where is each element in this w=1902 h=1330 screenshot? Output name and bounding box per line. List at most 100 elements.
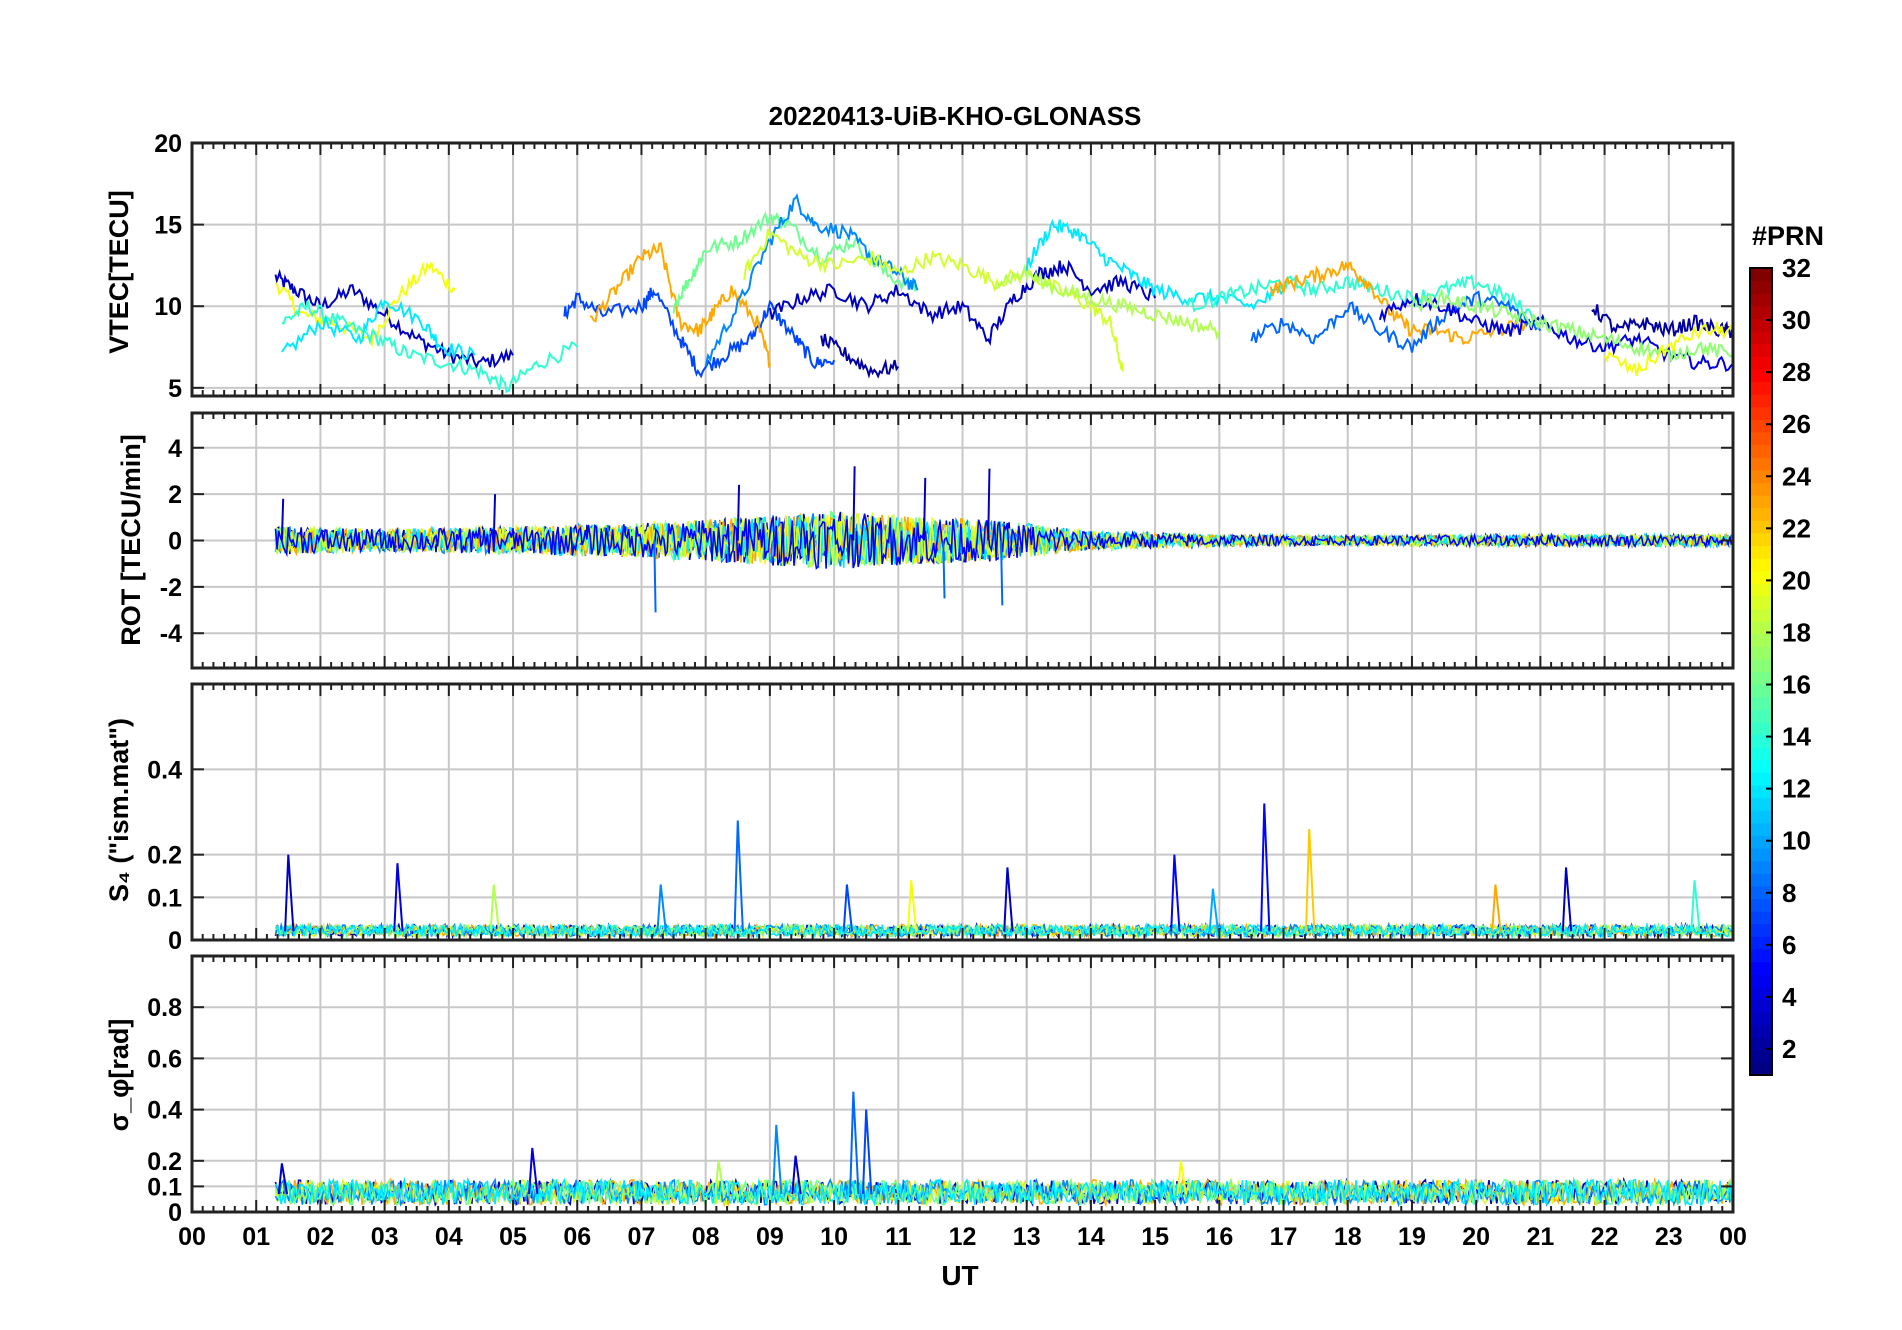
- colorbar-segment: [1750, 621, 1772, 635]
- scint-spike: [489, 884, 500, 932]
- colorbar-segment: [1750, 835, 1772, 849]
- colorbar-segment: [1750, 280, 1772, 294]
- series-line: [1411, 288, 1733, 362]
- colorbar-segment: [1750, 671, 1772, 685]
- colorbar-segment: [1750, 419, 1772, 433]
- colorbar-tick-label: 14: [1782, 722, 1811, 752]
- colorbar-tick-label: 18: [1782, 617, 1811, 647]
- colorbar-segment: [1750, 318, 1772, 332]
- y-tick-label: -4: [160, 620, 182, 648]
- colorbar-segment: [1750, 986, 1772, 1000]
- colorbar-segment: [1750, 368, 1772, 383]
- colorbar-tick-label: 16: [1782, 670, 1811, 700]
- scint-spike: [772, 1124, 783, 1195]
- colorbar-segment: [1750, 469, 1772, 483]
- x-tick-label: 12: [949, 1223, 977, 1251]
- series-line: [589, 241, 771, 368]
- colorbar-segment: [1750, 974, 1772, 988]
- colorbar-frame: [1749, 267, 1773, 1076]
- data-lines: [274, 1091, 1733, 1208]
- y-tick-label: 0.2: [147, 842, 182, 870]
- colorbar-segment: [1750, 394, 1772, 408]
- scint-spike: [861, 1109, 873, 1195]
- colorbar-segment: [1750, 810, 1772, 824]
- series-line: [563, 287, 836, 379]
- colorbar-segment: [1750, 747, 1772, 761]
- colorbar-segment: [1750, 381, 1772, 395]
- scint-spike: [1491, 884, 1502, 932]
- y-tick-label: 0: [168, 1199, 182, 1227]
- colorbar-segment: [1750, 507, 1772, 521]
- colorbar-segment: [1750, 873, 1772, 887]
- figure-title: 20220413-UiB-KHO-GLONASS: [769, 101, 1142, 131]
- y-tick-label: 0.6: [147, 1045, 182, 1073]
- scint-spike: [1208, 888, 1220, 932]
- series-line: [1025, 219, 1285, 311]
- data-lines: [274, 193, 1733, 394]
- y-tick-label: 5: [168, 375, 182, 403]
- series-line: [994, 264, 1221, 341]
- colorbar-segment: [1750, 936, 1772, 950]
- colorbar-segment: [1750, 772, 1772, 786]
- colorbar-segment: [1750, 860, 1772, 874]
- scint-spike: [393, 863, 404, 932]
- colorbar-segment: [1750, 1062, 1772, 1076]
- colorbar-segment: [1750, 999, 1772, 1013]
- scint-spike: [656, 884, 667, 932]
- colorbar-segment: [1750, 885, 1772, 900]
- colorbar-segment: [1750, 721, 1772, 736]
- scint-trace: [274, 1176, 1733, 1208]
- y-tick-label: 0.4: [147, 756, 182, 784]
- x-tick-labels: 00 01 02 03 04 05 06 07 08 09 10 11 12 13 14 15 16 17 18 19…: [178, 1223, 1747, 1251]
- colorbar-tick-label: 8: [1782, 878, 1796, 908]
- scint-spike: [284, 854, 295, 932]
- colorbar-tick-label: 10: [1782, 826, 1811, 856]
- x-tick-label: 19: [1398, 1223, 1426, 1251]
- colorbar-segment: [1750, 570, 1772, 584]
- colorbar-tick-label: 6: [1782, 930, 1796, 960]
- colorbar-segment: [1750, 532, 1772, 547]
- colorbar-segment: [1750, 759, 1772, 773]
- scint-spike: [842, 884, 854, 932]
- x-tick-label: 14: [1077, 1223, 1105, 1251]
- x-tick-label: 04: [435, 1223, 463, 1251]
- colorbar-tick-label: 32: [1782, 253, 1811, 283]
- x-tick-label: 10: [820, 1223, 848, 1251]
- colorbar-segment: [1750, 545, 1772, 559]
- y-tick-label: 4: [168, 435, 182, 463]
- colorbar-segment: [1750, 457, 1772, 471]
- colorbar-segment: [1750, 923, 1772, 937]
- colorbar-tick-label: 12: [1782, 774, 1811, 804]
- rot-axis-label: ROT [TECU/min]: [116, 434, 146, 645]
- colorbar-segment: [1750, 406, 1772, 420]
- colorbar-segment: [1750, 784, 1772, 799]
- x-tick-label: 00: [178, 1223, 206, 1251]
- series-line: [274, 268, 514, 370]
- y-tick-labels: 0 0.1 0.2 0.4: [147, 756, 1733, 955]
- series-line: [704, 193, 919, 367]
- rot-spike: [736, 484, 741, 541]
- series-line: [1186, 273, 1541, 326]
- scint-spike: [906, 880, 918, 932]
- rot-spike: [280, 498, 285, 541]
- scint-spike: [1561, 867, 1573, 932]
- rot-spike: [852, 466, 856, 541]
- rot-spike: [922, 477, 927, 541]
- x-tick-label: 18: [1334, 1223, 1362, 1251]
- colorbar-segment: [1750, 608, 1772, 622]
- colorbar-segment: [1750, 961, 1772, 975]
- series-line: [820, 333, 900, 379]
- x-tick-label: 07: [628, 1223, 656, 1251]
- scint-spike: [714, 1160, 725, 1195]
- y-tick-label: -2: [160, 574, 182, 602]
- scint-spike: [791, 1155, 802, 1195]
- rot-spike: [1000, 540, 1004, 606]
- scint-spike: [1170, 854, 1181, 932]
- x-tick-label: 01: [242, 1223, 270, 1251]
- colorbar-segment: [1750, 948, 1772, 963]
- y-tick-labels: 5 10 15 20: [154, 130, 1733, 403]
- colorbar-tick-label: 20: [1782, 565, 1811, 595]
- scint-spike: [1305, 829, 1316, 932]
